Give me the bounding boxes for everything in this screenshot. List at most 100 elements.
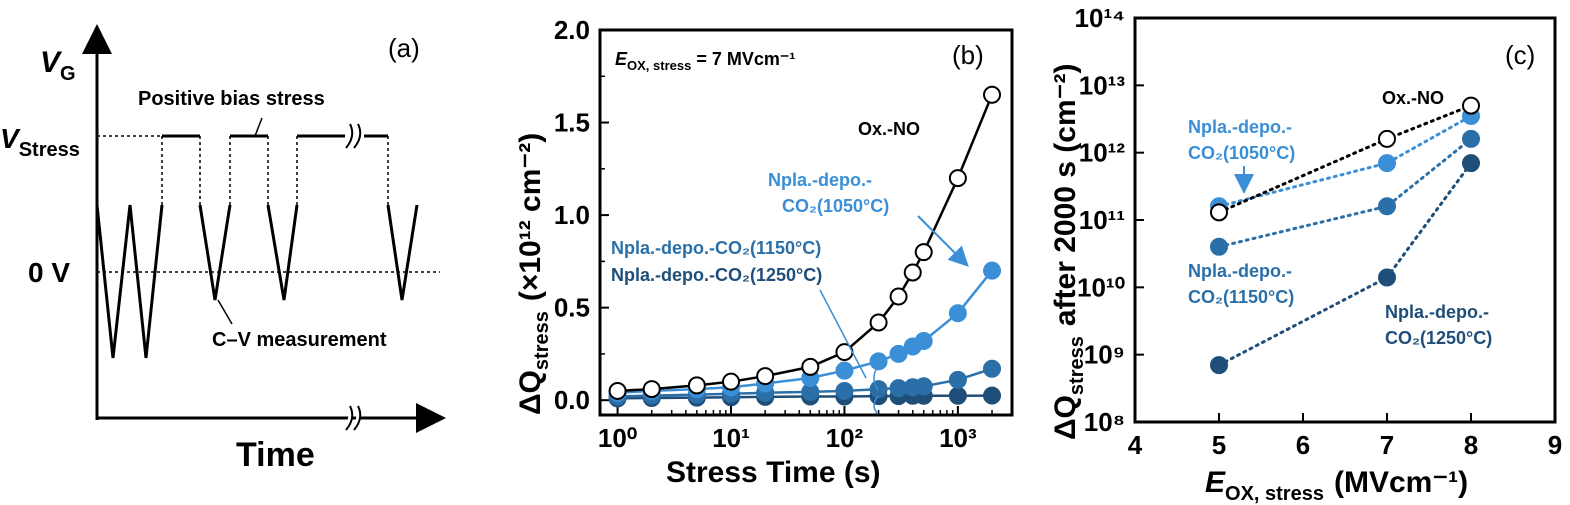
panel-c-label-1050-line1: Npla.-depo.- — [1188, 117, 1292, 137]
panel-b-point-1050 — [948, 304, 967, 323]
panel-b-point-1050 — [983, 261, 1002, 280]
panel-c-x-tick-label: 5 — [1212, 430, 1226, 460]
panel-c-x-tick-label: 7 — [1380, 430, 1394, 460]
panel-a-y-label: VG — [40, 46, 76, 85]
panel-c-label-1250-line1: Npla.-depo.- — [1385, 302, 1489, 322]
panel-b-point-ox-no — [889, 287, 908, 306]
panel-c-y-tick-label: 10¹⁴ — [1075, 3, 1125, 33]
panel-b-point-1050 — [914, 331, 933, 350]
panel-b-point-ox-no — [687, 376, 706, 395]
panel-c-point-ox-no — [1210, 203, 1228, 222]
panel-b-x-tick-label: 10⁰ — [598, 423, 637, 453]
panel-b-point-1150 — [869, 380, 888, 399]
panel-b-point-1250 — [983, 386, 1002, 405]
panel-b-field-annotation: EOX, stress = 7 MVcm⁻¹ — [615, 49, 795, 73]
panel-b-tag: (b) — [952, 40, 984, 70]
panel-c-x-tick-label: 9 — [1548, 430, 1562, 460]
panel-b-label-1250: Npla.-depo.-CO₂(1250°C) — [611, 265, 822, 285]
panel-b-point-ox-no — [642, 380, 661, 399]
panel-b-point-1050 — [889, 344, 908, 363]
panel-b-point-1250 — [948, 386, 967, 405]
panel-b-x-tick-label: 10¹ — [712, 423, 750, 453]
panel-b-label-1150: Npla.-depo.-CO₂(1150°C) — [611, 238, 821, 258]
panel-b-y-tick-label: 2.0 — [554, 15, 590, 45]
panel-c-point-1150 — [1462, 129, 1480, 148]
panel-b-1150-pointer — [819, 289, 867, 379]
panel-c-line-1050 — [1217, 114, 1473, 208]
panel-c-x-tick-label: 4 — [1128, 430, 1143, 460]
panel-b-point-1050 — [869, 352, 888, 371]
panel-b: 10⁰ 10¹ 10² 10³ 0.0 0.5 1.0 1.5 2.0 (b) EOX, str… — [514, 15, 1014, 489]
panel-c-label-1050-line2: CO₂(1050°C) — [1188, 143, 1295, 163]
panel-c-point-1250 — [1378, 268, 1396, 287]
panel-c-y-tick-label: 10¹⁰ — [1077, 272, 1125, 302]
panel-a-tag: (a) — [388, 33, 420, 63]
panel-b-point-1150 — [983, 359, 1002, 378]
panel-b-point-ox-no — [801, 357, 820, 376]
panel-b-label-ox-no: Ox.-NO — [858, 119, 920, 139]
cv-sweeps — [95, 204, 419, 359]
panel-c-y-label: ΔQstressafter 2000 s (cm⁻²) — [1049, 64, 1088, 440]
cv-measurement-label: C–V measurement — [212, 329, 387, 351]
panel-c-ticks: 4 5 6 7 8 9 10⁸ 10⁹ 10¹⁰ 10¹¹ 10¹² 10¹³ 10¹⁴ — [1075, 3, 1563, 460]
panel-b-point-1150 — [835, 381, 854, 400]
panel-b-x-tick-label: 10³ — [939, 423, 977, 453]
panel-b-point-ox-no — [608, 381, 627, 400]
panel-c-point-1250 — [1210, 356, 1228, 375]
time-axis-break — [345, 405, 362, 431]
panel-b-label-1050-line1: Npla.-depo.- — [768, 170, 872, 190]
v-stress-label: VStress — [0, 123, 80, 161]
panel-b-point-ox-no — [914, 243, 933, 262]
panel-c-label-1150-line2: CO₂(1150°C) — [1188, 287, 1294, 307]
panel-a: VG (a) VStress 0 V Positive bias stress … — [0, 24, 446, 474]
panel-b-point-ox-no — [722, 372, 741, 391]
panel-c-y-tick-label: 10¹³ — [1079, 70, 1126, 100]
panel-b-y-label: ΔQstress(×10¹² cm⁻²) — [514, 133, 553, 415]
panel-b-point-1050 — [835, 361, 854, 380]
panel-c-x-tick-label: 6 — [1296, 430, 1310, 460]
panel-b-1050-pointer — [917, 215, 969, 267]
panel-c-point-1150 — [1378, 197, 1396, 216]
zero-v-label: 0 V — [28, 257, 70, 288]
panel-b-x-tick-label: 10² — [826, 423, 864, 453]
panel-b-point-1150 — [914, 377, 933, 396]
panel-b-y-tick-label: 1.5 — [554, 108, 590, 138]
panel-b-label-1050-line2: CO₂(1050°C) — [782, 196, 889, 216]
positive-bias-stress-label: Positive bias stress — [138, 88, 325, 110]
panel-c-y-tick-label: 10¹² — [1079, 138, 1126, 168]
panel-b-y-tick-label: 0.0 — [554, 385, 590, 415]
panel-c-point-ox-no — [1462, 96, 1480, 115]
stress-axis-break — [345, 123, 362, 149]
panel-c-y-tick-label: 10¹¹ — [1079, 205, 1125, 235]
panel-c-point-1050 — [1378, 154, 1396, 173]
panel-c-frame — [1133, 16, 1557, 424]
panel-b-point-1150 — [948, 370, 967, 389]
panel-c-point-1150 — [1210, 237, 1228, 256]
panel-b-y-tick-label: 1.0 — [554, 200, 590, 230]
panel-b-ticks: 10⁰ 10¹ 10² 10³ 0.0 0.5 1.0 1.5 2.0 — [554, 15, 1013, 453]
panel-c: 4 5 6 7 8 9 10⁸ 10⁹ 10¹⁰ 10¹¹ 10¹² 10¹³ 10¹⁴ (c) Ox.… — [1049, 3, 1562, 505]
panel-c-label-1250-line2: CO₂(1250°C) — [1385, 328, 1492, 348]
panel-c-tag: (c) — [1505, 40, 1535, 70]
panel-b-point-ox-no — [903, 263, 922, 282]
panel-c-point-1250 — [1462, 154, 1480, 173]
panel-c-x-tick-label: 8 — [1464, 430, 1478, 460]
stress-pointer — [254, 117, 263, 137]
panel-c-label-1150-line1: Npla.-depo.- — [1188, 261, 1292, 281]
panel-c-point-ox-no — [1378, 129, 1396, 148]
panel-c-series — [1210, 96, 1480, 375]
panel-c-x-label: EOX, stress (MVcm⁻¹) — [1205, 466, 1468, 505]
panel-c-y-tick-label: 10⁸ — [1084, 407, 1125, 437]
panel-b-point-ox-no — [869, 313, 888, 332]
panel-c-y-tick-label: 10⁹ — [1084, 340, 1125, 370]
panel-b-point-ox-no — [948, 169, 967, 188]
cv-pointer — [217, 299, 233, 325]
panel-b-x-label: Stress Time (s) — [666, 456, 881, 489]
panel-b-y-tick-label: 0.5 — [554, 293, 590, 323]
panel-a-x-label: Time — [236, 436, 315, 474]
panel-c-line-1150 — [1217, 137, 1473, 249]
panel-b-bracket — [873, 365, 879, 415]
panel-b-frame — [598, 28, 1014, 417]
panel-c-label-ox-no: Ox.-NO — [1382, 88, 1444, 108]
